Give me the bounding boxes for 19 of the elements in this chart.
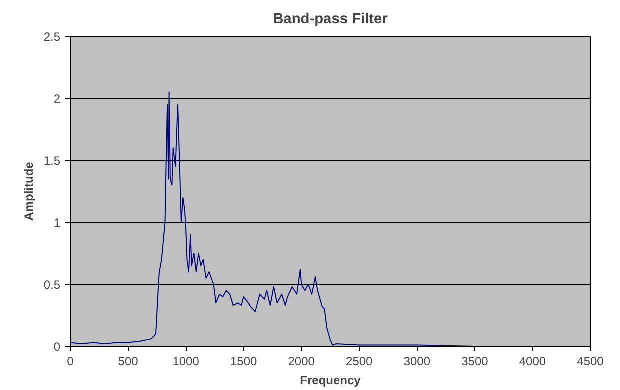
y-tick-label: 2.5 [44,30,61,44]
y-tick-label: 0 [54,340,61,354]
x-axis-title: Frequency [300,374,362,388]
x-tick-label: 4500 [577,354,604,368]
x-tick-label: 3000 [404,354,431,368]
y-tick-label: 1 [54,216,61,230]
y-axis-title: Amplitude [22,162,36,221]
x-tick-label: 4000 [519,354,546,368]
y-tick-label: 1.5 [44,154,61,168]
x-tick-label: 2000 [288,354,316,368]
x-tick-label: 3500 [462,354,489,368]
x-tick-label: 2500 [346,354,374,368]
x-tick-label: 1500 [230,354,258,368]
y-tick-label: 2 [54,92,61,106]
x-tick-label: 1000 [172,354,200,368]
x-tick-label: 500 [118,354,139,368]
y-tick-label: 0.5 [44,278,61,292]
chart-title: Band-pass Filter [273,12,388,28]
x-tick-label: 0 [67,354,74,368]
